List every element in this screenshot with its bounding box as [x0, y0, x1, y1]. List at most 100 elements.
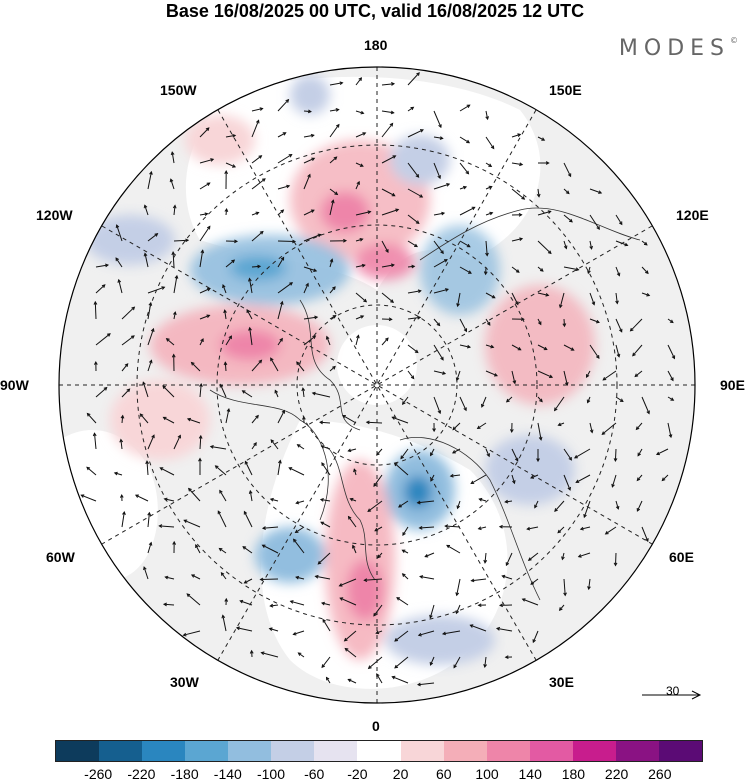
wind-vector [417, 682, 435, 686]
colorbar-segment [400, 741, 444, 761]
wind-vector [224, 362, 227, 372]
colorbar-segment [314, 741, 358, 761]
wind-vector-head [103, 386, 108, 391]
wind-vector-head [310, 133, 315, 138]
wind-vector-head [596, 226, 600, 230]
wind-vector [251, 178, 266, 190]
wind-vector [583, 500, 591, 518]
wind-vector-head [470, 578, 475, 583]
wind-vector [115, 257, 123, 268]
wind-vector-head [255, 211, 260, 216]
wind-vector-head [489, 211, 494, 216]
wind-vector [418, 630, 435, 636]
wind-vector [348, 678, 357, 684]
wind-vector-head [119, 493, 124, 498]
wind-vector-head [515, 269, 520, 273]
wind-vector-head [532, 639, 536, 644]
colorbar-segment [142, 741, 186, 761]
wind-vector [251, 212, 259, 216]
wind-vector-head [280, 256, 285, 261]
wind-vector-head [539, 398, 543, 403]
wind-vector-head [616, 353, 621, 358]
wind-vector [320, 421, 331, 424]
wind-vector-head [619, 398, 624, 402]
wind-vector [433, 396, 441, 414]
colorbar-tick-label: -260 [84, 766, 113, 782]
wind-vector-head [547, 250, 552, 255]
wind-vector [217, 510, 227, 528]
wind-vector [450, 474, 461, 477]
wind-vector [215, 465, 227, 476]
wind-vector [95, 264, 109, 268]
wind-vector-head [220, 571, 225, 576]
wind-vector [303, 316, 318, 320]
wind-vector [605, 526, 617, 535]
wind-vector-head [172, 540, 177, 545]
wind-vector-head [466, 344, 472, 349]
wind-vector [530, 578, 539, 585]
wind-vector-head [177, 434, 181, 439]
wind-vector-head [162, 602, 167, 607]
wind-vector [511, 133, 521, 138]
wind-vector-head [483, 664, 487, 669]
wind-vector [373, 474, 383, 487]
wind-vector [511, 448, 519, 462]
wind-vector-head [491, 295, 496, 299]
wind-vector-head [361, 263, 366, 268]
lon-label-90e: 90E [720, 377, 745, 393]
wind-vector [277, 460, 281, 476]
wind-vector [433, 240, 444, 254]
wind-vector-head [618, 221, 623, 226]
wind-vector-head [172, 204, 177, 209]
wind-vector [277, 154, 292, 164]
wind-vector [173, 239, 189, 242]
wind-vector [442, 630, 461, 635]
wind-vector [511, 292, 519, 305]
wind-vector [376, 673, 383, 684]
wind-vector-head [565, 190, 570, 195]
wind-vector [355, 264, 365, 268]
wind-vector [452, 448, 461, 454]
wind-vector [420, 576, 435, 580]
wind-vector-head [478, 497, 483, 502]
wind-vector-head [305, 282, 309, 287]
wind-vector-head [391, 675, 396, 680]
wind-vector-head [440, 356, 444, 361]
wind-vector-head [547, 210, 552, 214]
wind-vector [615, 344, 620, 357]
wind-vector [589, 214, 600, 230]
wind-vector [402, 526, 409, 536]
wind-vector [563, 188, 570, 194]
wind-vector-head [643, 241, 648, 246]
wind-vector [456, 578, 461, 596]
colorbar [55, 740, 703, 762]
wind-vector [114, 472, 123, 476]
wind-vector [170, 179, 175, 190]
wind-vector [456, 370, 461, 381]
wind-vector-head [504, 499, 509, 504]
wind-vector-head [419, 575, 424, 579]
wind-vector-head [619, 328, 623, 333]
wind-vector-head [289, 600, 294, 604]
wind-vector [588, 578, 591, 590]
colorbar-segment [99, 741, 143, 761]
wind-vector [557, 526, 565, 534]
wind-vector-head [126, 388, 131, 393]
wind-vector [199, 127, 210, 138]
wind-vector-head [477, 526, 482, 531]
wind-vector-head [569, 218, 573, 223]
wind-vector [326, 677, 331, 684]
wind-vector-head [359, 238, 364, 242]
wind-vector-head [86, 466, 91, 471]
wind-vector-head [278, 459, 282, 464]
wind-vector [537, 292, 549, 296]
wind-vector-head [342, 414, 346, 419]
wind-vector-head [339, 81, 344, 85]
wind-vector [348, 516, 357, 528]
wind-vector [402, 573, 409, 580]
map-border [58, 66, 696, 704]
wind-vector-head [463, 407, 467, 412]
wind-vector-head [209, 445, 214, 449]
wind-vector [615, 266, 620, 276]
wind-vector [368, 656, 383, 669]
